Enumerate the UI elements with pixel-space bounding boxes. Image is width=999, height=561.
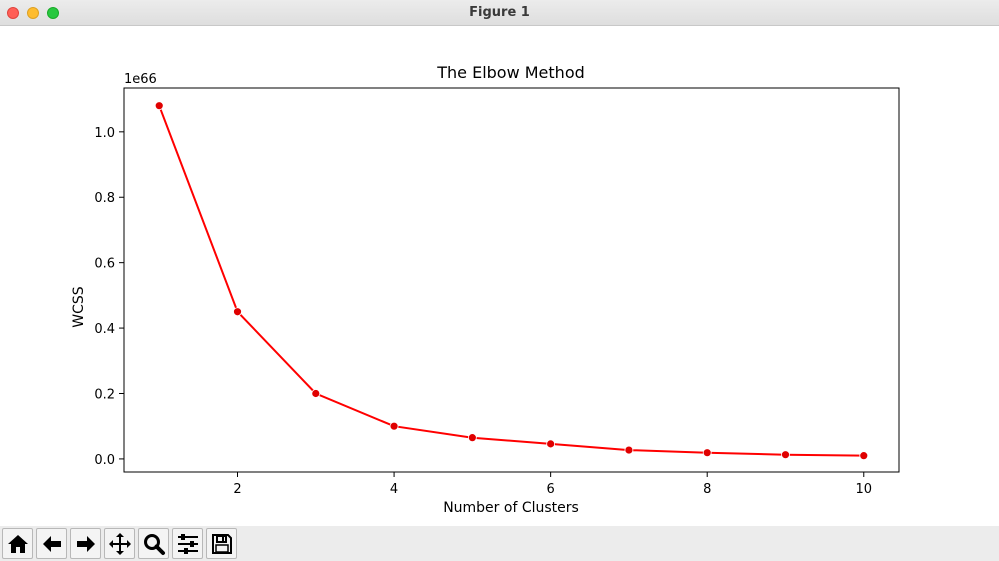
x-tick-label: 8 <box>703 482 711 497</box>
chart-title: The Elbow Method <box>436 63 585 82</box>
data-point <box>702 448 712 458</box>
maximize-window-button[interactable] <box>47 7 59 19</box>
forward-button[interactable] <box>70 528 101 559</box>
window-titlebar: Figure 1 <box>0 0 999 26</box>
series-line <box>158 105 864 457</box>
data-point <box>389 421 399 431</box>
axes-frame <box>123 87 900 473</box>
data-point <box>781 450 790 460</box>
data-point <box>233 307 242 317</box>
y-tick-label: 0.6 <box>94 257 115 272</box>
pan-button[interactable] <box>104 528 135 559</box>
x-tick-label: 2 <box>233 482 241 497</box>
data-point <box>546 439 556 449</box>
window-title: Figure 1 <box>469 5 530 20</box>
elbow-chart: The Elbow Method 1e66 Number of Clusters… <box>71 63 900 516</box>
move-icon <box>109 533 131 555</box>
close-window-button[interactable] <box>7 7 19 19</box>
sliders-icon <box>178 534 198 554</box>
data-point <box>467 433 477 443</box>
home-icon <box>8 535 28 553</box>
figure-canvas: The Elbow Method 1e66 Number of Clusters… <box>0 26 999 526</box>
series-wcss <box>154 101 869 461</box>
navigation-toolbar <box>0 526 999 561</box>
y-tick-label: 1.0 <box>94 126 115 141</box>
configure-subplots-button[interactable] <box>172 528 203 559</box>
y-tick-label: 0.0 <box>94 453 115 468</box>
magnifier-icon <box>144 534 165 555</box>
y-axis-offset-text: 1e66 <box>124 72 157 87</box>
x-axis-label: Number of Clusters <box>443 500 579 516</box>
x-tick-label: 4 <box>390 482 398 497</box>
y-axis-label: WCSS <box>71 286 87 328</box>
back-button[interactable] <box>36 528 67 559</box>
data-point <box>311 389 321 398</box>
arrow-right-icon <box>77 536 95 552</box>
zoom-button[interactable] <box>138 528 169 559</box>
data-point <box>624 445 634 455</box>
minimize-window-button[interactable] <box>27 7 39 19</box>
data-point <box>154 101 164 111</box>
y-tick-label: 0.4 <box>94 322 115 337</box>
floppy-disk-icon <box>212 534 232 554</box>
arrow-left-icon <box>43 536 61 552</box>
y-tick-label: 0.8 <box>94 191 115 206</box>
data-point <box>859 451 869 461</box>
x-tick-label: 10 <box>855 482 872 497</box>
y-tick-label: 0.2 <box>94 387 115 402</box>
axis-ticks: 2 4 6 8 10 0.0 0.2 0.4 0.6 0.8 1.0 <box>94 126 872 497</box>
x-tick-label: 6 <box>547 482 555 497</box>
home-button[interactable] <box>2 528 33 559</box>
save-button[interactable] <box>206 528 237 559</box>
